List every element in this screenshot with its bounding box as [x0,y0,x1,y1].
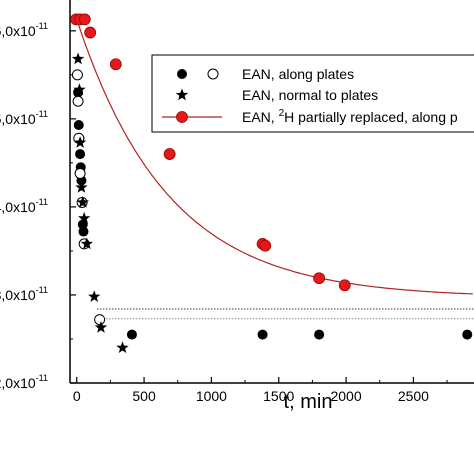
legend-marker-red-circle [176,111,188,123]
point-normal-plates [73,136,87,148]
point-along-plates [257,329,268,340]
point-normal-plates [94,321,108,333]
point-normal-plates [76,196,89,208]
point-along-plates-open [71,69,83,81]
point-deuterated [109,58,122,71]
y-tick-label: 2,0x10-11 [0,373,48,391]
x-axis-label: t, min [284,391,333,413]
point-deuterated [338,279,351,292]
point-deuterated [163,148,176,160]
point-along-plates-open [74,167,86,179]
data-points [70,13,473,353]
point-deuterated [259,239,272,252]
point-along-plates-open [72,95,84,107]
point-deuterated [78,13,91,26]
legend-label-sup: 2 [279,108,285,119]
fit-curve [76,19,473,295]
legend: EAN, along plates EAN, normal to plates … [151,54,474,133]
reference-lines [96,308,474,320]
point-along-plates [462,329,473,340]
point-along-plates [78,226,89,237]
point-along-plates-open [94,314,106,326]
point-normal-plates [73,83,86,96]
point-along-plates [126,329,137,340]
point-normal-plates [71,52,85,65]
legend-marker-filled-circle [177,69,187,79]
fit-curve-line [76,19,473,295]
point-normal-plates [116,341,129,353]
point-along-plates [73,120,84,131]
point-normal-plates [88,290,101,302]
legend-label-prefix: EAN, [242,109,279,125]
point-normal-plates [75,181,88,193]
legend-markers [162,68,222,123]
legend-marker-star [175,88,189,101]
x-tick-label: 500 [132,388,156,404]
legend-label-along-plates: EAN, along plates [242,66,354,82]
y-tick-labels: 2,0x10-11 3,0x10-11 4,0x10-11 5,0x10-11 6,0x… [0,21,48,391]
legend-box [151,54,474,133]
point-normal-plates [78,211,91,224]
legend-marker-open-circle [207,68,219,80]
point-along-plates [75,149,86,160]
x-tick-label: 1500 [263,388,294,404]
point-deuterated [84,26,97,39]
y-tick-label: 6,0x10-11 [0,21,48,39]
legend-label-deuterated: EAN, 2H partially replaced, along p [242,108,458,125]
y-tick-label: 5,0x10-11 [0,109,48,127]
x-tick-label: 2500 [398,388,429,404]
point-along-plates [314,329,325,340]
point-deuterated [313,272,326,285]
x-tick-label: 1000 [196,388,227,404]
axis-frame [69,0,474,384]
legend-label-suffix: H partially replaced, along p [284,109,458,125]
x-tick-label: 0 [73,388,81,404]
y-tick-label: 3,0x10-11 [0,285,48,303]
point-normal-plates [80,237,93,250]
legend-label-normal-plates: EAN, normal to plates [242,87,378,103]
x-tick-label: 2000 [330,388,361,404]
x-tick-labels: 0 500 1000 1500 2000 2500 [73,388,429,404]
y-tick-label: 4,0x10-11 [0,197,48,215]
